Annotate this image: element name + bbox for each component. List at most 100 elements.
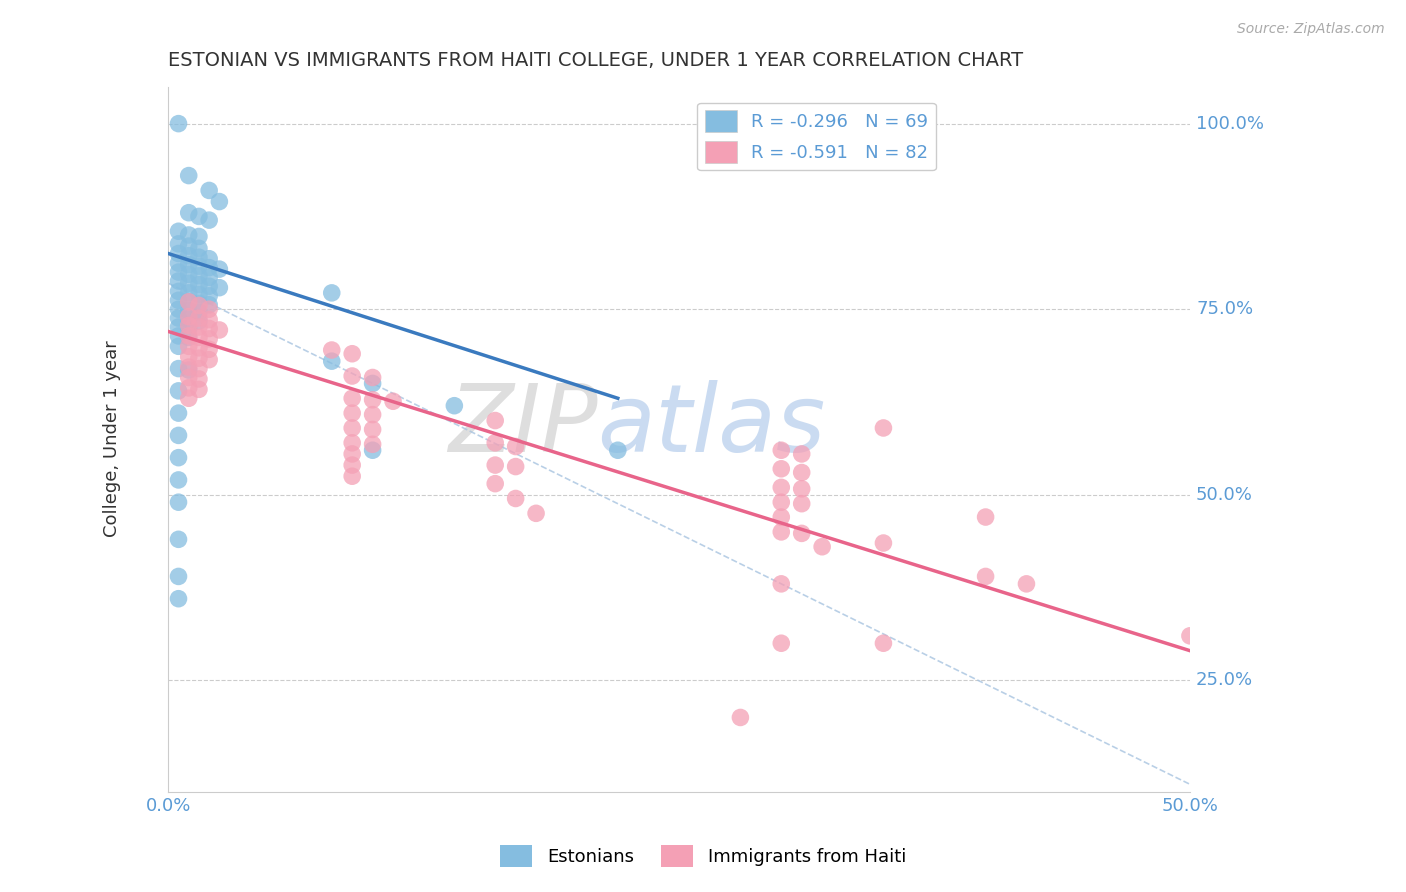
Point — [484, 435, 506, 450]
Point — [484, 458, 506, 472]
Point — [198, 352, 221, 367]
Point — [340, 447, 363, 461]
Point — [1178, 629, 1201, 643]
Point — [167, 320, 190, 334]
Point — [790, 497, 813, 511]
Point — [187, 305, 209, 319]
Point — [770, 636, 793, 650]
Point — [167, 311, 190, 326]
Point — [177, 249, 200, 263]
Point — [167, 246, 190, 260]
Point — [187, 296, 209, 310]
Point — [505, 491, 527, 506]
Text: ESTONIAN VS IMMIGRANTS FROM HAITI COLLEGE, UNDER 1 YEAR CORRELATION CHART: ESTONIAN VS IMMIGRANTS FROM HAITI COLLEG… — [169, 51, 1024, 70]
Point — [770, 577, 793, 591]
Point — [524, 506, 547, 520]
Point — [187, 383, 209, 397]
Point — [340, 347, 363, 361]
Point — [177, 294, 200, 309]
Point — [177, 294, 200, 309]
Point — [187, 210, 209, 224]
Point — [187, 287, 209, 301]
Point — [872, 536, 894, 550]
Text: College, Under 1 year: College, Under 1 year — [103, 341, 121, 538]
Point — [177, 363, 200, 377]
Point — [177, 350, 200, 364]
Point — [167, 495, 190, 509]
Point — [187, 314, 209, 328]
Point — [167, 533, 190, 547]
Legend: Estonians, Immigrants from Haiti: Estonians, Immigrants from Haiti — [492, 838, 914, 874]
Point — [790, 447, 813, 461]
Point — [177, 360, 200, 375]
Point — [208, 262, 231, 277]
Point — [167, 569, 190, 583]
Text: 75.0%: 75.0% — [1197, 301, 1253, 318]
Point — [177, 329, 200, 343]
Point — [321, 354, 343, 368]
Point — [606, 443, 628, 458]
Point — [770, 524, 793, 539]
Point — [167, 329, 190, 343]
Point — [198, 312, 221, 326]
Point — [198, 343, 221, 357]
Point — [187, 241, 209, 255]
Point — [167, 256, 190, 270]
Point — [177, 330, 200, 344]
Point — [208, 323, 231, 337]
Point — [167, 265, 190, 279]
Point — [321, 343, 343, 357]
Point — [198, 332, 221, 346]
Point — [340, 469, 363, 483]
Point — [187, 259, 209, 273]
Point — [730, 710, 752, 724]
Point — [340, 392, 363, 406]
Text: ZIP: ZIP — [447, 379, 598, 470]
Point — [340, 421, 363, 435]
Point — [177, 303, 200, 318]
Point — [167, 117, 190, 131]
Point — [177, 239, 200, 253]
Point — [361, 422, 384, 436]
Point — [187, 250, 209, 264]
Point — [505, 440, 527, 454]
Point — [198, 298, 221, 312]
Point — [187, 330, 209, 344]
Point — [198, 302, 221, 317]
Point — [167, 450, 190, 465]
Point — [484, 476, 506, 491]
Point — [187, 229, 209, 244]
Point — [340, 406, 363, 420]
Point — [167, 302, 190, 317]
Point — [187, 341, 209, 355]
Point — [811, 540, 834, 554]
Point — [361, 437, 384, 451]
Point — [770, 443, 793, 458]
Point — [177, 169, 200, 183]
Point — [198, 270, 221, 285]
Point — [187, 351, 209, 366]
Point — [177, 312, 200, 326]
Point — [187, 361, 209, 376]
Point — [187, 320, 209, 334]
Point — [321, 285, 343, 300]
Point — [198, 213, 221, 227]
Text: Source: ZipAtlas.com: Source: ZipAtlas.com — [1237, 22, 1385, 37]
Point — [167, 428, 190, 442]
Point — [177, 285, 200, 300]
Point — [187, 372, 209, 386]
Point — [177, 268, 200, 282]
Point — [198, 260, 221, 275]
Point — [872, 421, 894, 435]
Point — [187, 311, 209, 326]
Point — [177, 339, 200, 353]
Point — [177, 381, 200, 395]
Point — [167, 293, 190, 308]
Point — [167, 285, 190, 299]
Point — [198, 279, 221, 293]
Point — [198, 252, 221, 266]
Text: 50.0%: 50.0% — [1197, 486, 1253, 504]
Point — [340, 435, 363, 450]
Point — [208, 281, 231, 295]
Point — [177, 277, 200, 291]
